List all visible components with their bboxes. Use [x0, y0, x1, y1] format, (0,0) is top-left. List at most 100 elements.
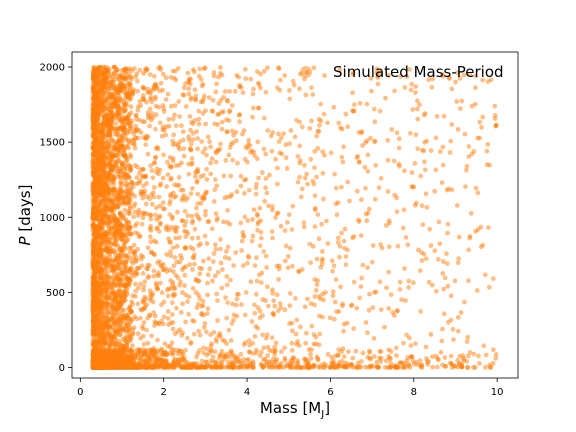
- data-point: [477, 135, 482, 141]
- data-point: [95, 121, 100, 127]
- data-point: [201, 194, 207, 200]
- data-point: [297, 174, 302, 180]
- data-point: [224, 282, 230, 288]
- data-point: [263, 253, 269, 259]
- data-point: [129, 299, 135, 305]
- data-point: [407, 365, 413, 370]
- data-point: [136, 285, 141, 291]
- data-point: [259, 270, 265, 276]
- data-point: [148, 239, 154, 245]
- data-point: [139, 174, 145, 180]
- data-point: [365, 168, 371, 174]
- data-point: [461, 72, 467, 78]
- data-point: [250, 105, 256, 111]
- data-point: [108, 133, 113, 139]
- data-point: [385, 189, 391, 194]
- data-point: [219, 72, 225, 78]
- data-point: [144, 266, 150, 271]
- data-point: [264, 284, 270, 290]
- data-point: [204, 311, 210, 316]
- data-point: [137, 281, 143, 287]
- data-point: [261, 115, 267, 121]
- data-point: [333, 277, 339, 282]
- data-point: [168, 253, 174, 259]
- data-point: [148, 297, 153, 303]
- data-point: [430, 364, 435, 370]
- data-point: [259, 349, 264, 355]
- data-point: [396, 145, 402, 151]
- data-point: [440, 73, 445, 79]
- data-point: [330, 289, 336, 295]
- data-point: [459, 364, 465, 370]
- data-point: [314, 133, 319, 139]
- data-point: [316, 294, 322, 299]
- data-point: [188, 244, 193, 250]
- data-point: [227, 89, 233, 94]
- data-point: [214, 291, 220, 297]
- data-point: [197, 332, 203, 338]
- data-point: [269, 148, 275, 154]
- data-point: [190, 220, 195, 226]
- data-point: [279, 349, 284, 355]
- data-point: [246, 349, 252, 355]
- data-point: [177, 114, 183, 119]
- data-point: [197, 348, 202, 353]
- data-point: [160, 206, 166, 212]
- data-point: [267, 363, 272, 369]
- data-point: [378, 307, 384, 312]
- data-point: [239, 302, 244, 307]
- data-point: [187, 81, 193, 87]
- data-point: [196, 121, 202, 127]
- data-point: [404, 74, 410, 79]
- data-point: [210, 354, 216, 360]
- data-point: [118, 72, 124, 78]
- data-point: [134, 175, 140, 181]
- data-point: [180, 195, 186, 201]
- data-point: [270, 287, 275, 293]
- data-point: [140, 215, 146, 221]
- data-point: [277, 363, 283, 368]
- data-point: [208, 358, 214, 364]
- data-point: [178, 310, 184, 315]
- data-point: [301, 224, 307, 230]
- data-point: [377, 108, 383, 114]
- data-point: [214, 217, 220, 223]
- data-point: [131, 214, 137, 220]
- data-point: [417, 102, 422, 108]
- data-point: [151, 160, 157, 166]
- data-point: [122, 102, 128, 107]
- data-point: [145, 115, 151, 121]
- data-point: [264, 265, 270, 270]
- data-point: [335, 235, 341, 241]
- data-point: [466, 154, 472, 160]
- data-point: [246, 187, 252, 193]
- data-point: [157, 213, 163, 219]
- data-point: [121, 307, 127, 313]
- data-point: [335, 363, 340, 369]
- data-point: [337, 243, 343, 249]
- data-point: [242, 214, 248, 220]
- data-point: [282, 73, 288, 78]
- data-point: [192, 261, 197, 267]
- data-point: [376, 365, 381, 370]
- data-point: [350, 90, 355, 96]
- data-point: [257, 353, 263, 359]
- data-point: [304, 330, 309, 336]
- data-point: [148, 234, 153, 240]
- data-point: [127, 348, 133, 354]
- data-point: [203, 208, 208, 214]
- data-point: [475, 190, 481, 196]
- data-point: [153, 155, 158, 160]
- data-point: [343, 360, 348, 366]
- data-point: [209, 156, 215, 162]
- data-point: [145, 110, 151, 116]
- data-point: [211, 73, 217, 79]
- data-point: [215, 269, 221, 275]
- data-point: [166, 227, 172, 233]
- data-point: [182, 283, 187, 288]
- data-point: [327, 315, 333, 321]
- data-point: [219, 119, 225, 125]
- data-point: [411, 184, 416, 190]
- data-point: [413, 341, 418, 347]
